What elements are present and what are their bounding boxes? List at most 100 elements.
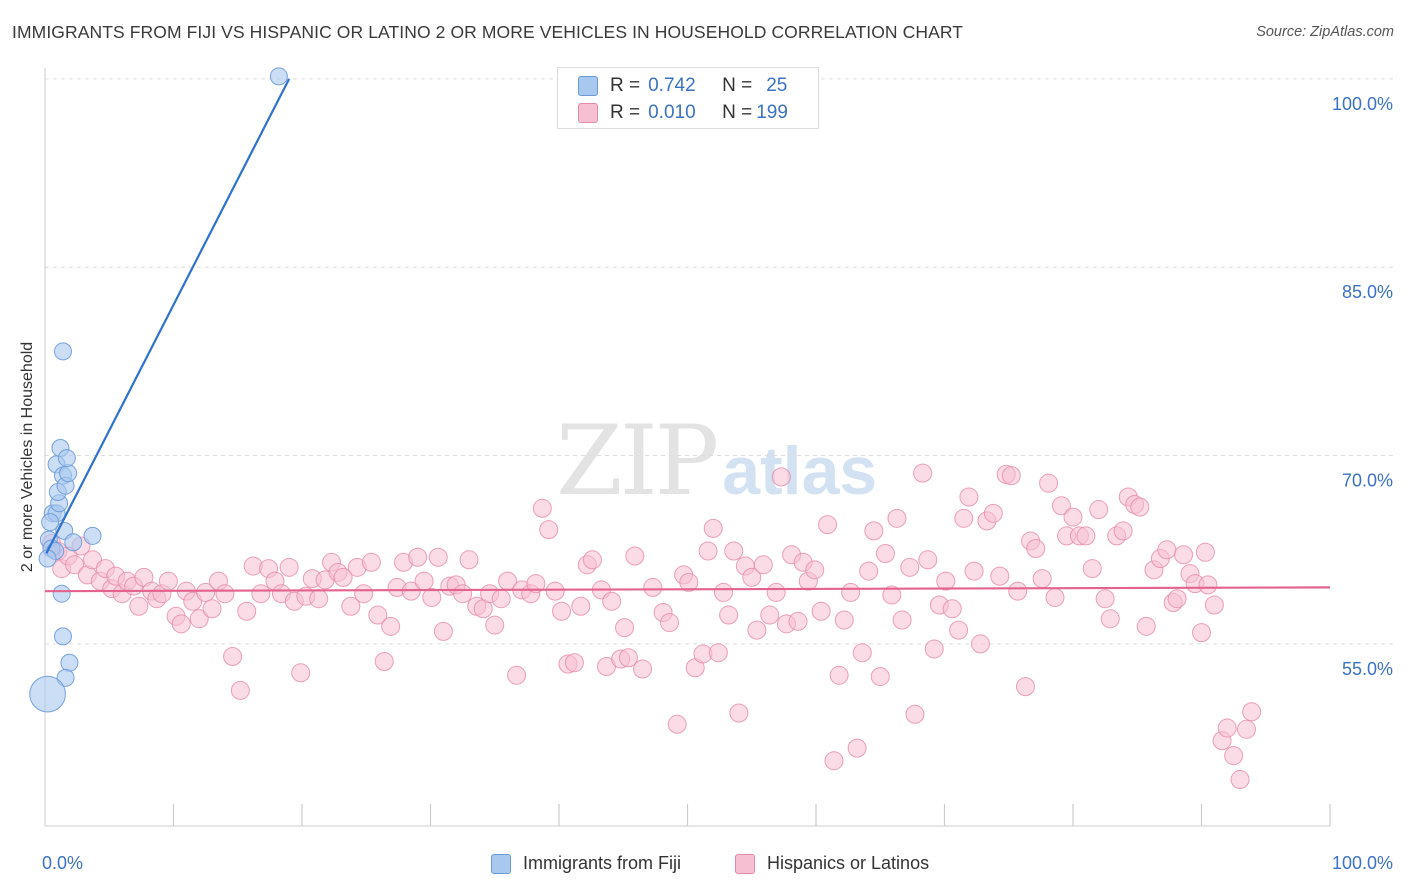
hispanic-point <box>766 582 786 602</box>
legend-item-hispanic[interactable]: Hispanics or Latinos <box>735 853 929 874</box>
hispanic-point <box>703 518 723 538</box>
fiji-point <box>57 449 76 468</box>
hispanic-point <box>805 560 825 580</box>
hispanic-point <box>875 544 895 564</box>
hispanic-point <box>864 521 884 541</box>
hispanic-point <box>571 596 591 616</box>
hispanic-point <box>485 615 505 635</box>
hispanic-point <box>158 571 178 591</box>
hispanic-point <box>811 601 831 621</box>
hispanic-point <box>729 703 749 723</box>
x-tick-label: 100.0% <box>1332 853 1393 873</box>
fiji-point <box>269 67 288 86</box>
hispanic-point <box>771 467 791 487</box>
fiji-point <box>64 533 83 552</box>
hispanic-point <box>1076 526 1096 546</box>
hispanic-point <box>202 599 222 619</box>
y-tick-label: 100.0% <box>1332 94 1393 114</box>
hispanic-point <box>1224 746 1244 766</box>
hispanic-point <box>507 665 527 685</box>
hispanic-point <box>1230 770 1250 790</box>
hispanic-point <box>491 589 511 609</box>
watermark-zip: ZIP <box>556 405 719 517</box>
hispanic-point <box>65 555 85 575</box>
hispanic-point <box>905 704 925 724</box>
hispanic-point <box>1242 702 1262 722</box>
hispanic-point <box>1198 575 1218 595</box>
hispanic-point <box>453 584 473 604</box>
fiji-point <box>59 464 78 483</box>
hispanic-point <box>1136 616 1156 636</box>
hispanic-point <box>408 547 428 567</box>
n-value: 25 <box>766 75 788 96</box>
hispanic-point <box>1001 466 1021 486</box>
n-value: 199 <box>756 102 788 123</box>
bottom-legend: Immigrants from Fiji Hispanics or Latino… <box>0 850 1406 880</box>
hispanic-point <box>1026 538 1046 558</box>
hispanic-point <box>667 714 687 734</box>
fiji-point <box>52 584 71 603</box>
r-value: 0.010 <box>648 102 696 123</box>
hispanic-point <box>545 581 565 601</box>
hispanic-point <box>1015 677 1035 697</box>
legend-swatch-fiji <box>491 853 511 874</box>
hispanic-point <box>936 571 956 591</box>
hispanic-point <box>615 618 635 638</box>
y-tick-label: 55.0% <box>1342 659 1393 679</box>
hispanic-point <box>698 541 718 561</box>
hispanic-point <box>829 665 849 685</box>
hispanic-point <box>230 680 250 700</box>
hispanic-point <box>1204 595 1224 615</box>
hispanic-point <box>564 653 584 673</box>
hispanic-point <box>841 582 861 602</box>
hispanic-point <box>1082 559 1102 579</box>
hispanic-point <box>949 620 969 640</box>
hispanic-point <box>526 574 546 594</box>
r-value: 0.742 <box>648 75 696 96</box>
hispanic-point <box>983 503 1003 523</box>
hispanic-point <box>964 561 984 581</box>
hispanic-point <box>788 611 808 631</box>
hispanic-point <box>970 634 990 654</box>
hispanic-point <box>354 584 374 604</box>
fiji-point <box>53 342 72 361</box>
hispanic-point <box>602 591 622 611</box>
hispanic-point <box>1039 473 1059 493</box>
source-label: Source: ZipAtlas.com <box>1256 24 1394 40</box>
hispanic-point <box>847 738 867 758</box>
hispanic-swatch <box>578 103 598 123</box>
hispanic-point <box>760 605 780 625</box>
hispanic-point <box>1089 500 1109 520</box>
fiji-point <box>60 653 79 672</box>
fiji-swatch <box>578 76 598 96</box>
hispanic-point <box>196 582 216 602</box>
hispanic-point <box>852 643 872 663</box>
hispanic-point <box>582 550 602 570</box>
hispanic-point <box>333 567 353 587</box>
y-tick-label: 85.0% <box>1342 282 1393 302</box>
hispanic-point <box>189 609 209 629</box>
hispanic-point <box>625 546 645 566</box>
hispanic-point <box>1167 589 1187 609</box>
hispanic-point <box>660 613 680 633</box>
series-hispanics-points <box>41 463 1262 790</box>
trend-lines <box>44 78 1331 593</box>
hispanic-point <box>679 572 699 592</box>
hispanic-point <box>368 605 388 625</box>
hispanic-point <box>918 550 938 570</box>
hispanic-point <box>374 651 394 671</box>
y-axis-label: 2 or more Vehicles in Household <box>19 341 36 573</box>
stats-row-hispanic: R = 0.010 N = 199 <box>578 100 788 126</box>
series-fiji-points <box>29 67 288 713</box>
hispanic-point <box>1063 507 1083 527</box>
hispanic-point <box>1113 521 1133 541</box>
hispanic-point <box>959 487 979 507</box>
legend-item-fiji[interactable]: Immigrants from Fiji <box>491 853 681 874</box>
hispanic-point <box>719 605 739 625</box>
hispanic-point <box>724 541 744 561</box>
hispanic-point <box>753 555 773 575</box>
hispanic-point <box>742 567 762 587</box>
hispanic-point <box>341 596 361 616</box>
hispanic-point <box>892 610 912 630</box>
